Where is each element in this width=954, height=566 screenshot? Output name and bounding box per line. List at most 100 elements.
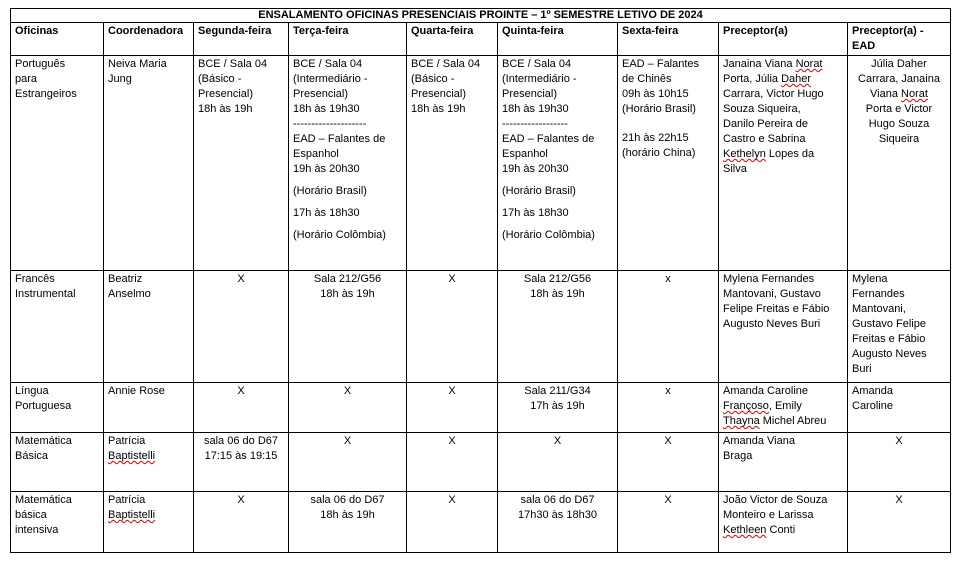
table-row: Francês Instrumental Beatriz Anselmo X Sala 2… (10, 270, 951, 383)
cell-terca-feira: BCE / Sala 04 (Intermediário - Presencial)… (288, 55, 407, 271)
blank-line (622, 124, 714, 131)
blank-line (293, 221, 402, 228)
cell-line: Beatriz (108, 273, 143, 285)
cell-line: Anselmo (108, 288, 151, 300)
cell-line: 19h às 20h30 (293, 163, 360, 175)
misspelled-word: Baptistelli (108, 509, 156, 521)
cell-oficinas: Português para Estrangeiros (10, 55, 104, 271)
cell-line: (Horário Brasil) (293, 185, 367, 197)
cell-line: Mantovani, Gustavo (723, 288, 821, 300)
cell-line: (Básico - (411, 73, 455, 85)
cell-line: Silva (723, 163, 747, 175)
cell-line: Françoso, Emily (723, 400, 802, 412)
misspelled-word: Thayna (723, 415, 760, 427)
blank-line (502, 199, 613, 206)
cell-line: 09h às 10h15 (622, 88, 689, 100)
cell-line: 17:15 às 19:15 (204, 450, 278, 462)
column-header-oficinas: Oficinas (10, 22, 104, 56)
misspelled-word: Baptistelli (108, 450, 156, 462)
cell-terca-feira: Sala 212/G56 18h às 19h (288, 270, 407, 383)
cell-quarta-feira: BCE / Sala 04 (Básico - Presencial) 18h às … (406, 55, 498, 271)
cell-line: Braga (723, 450, 753, 462)
cell-line: Kethleen Conti (723, 524, 796, 536)
cell-quarta-feira: X (406, 491, 498, 553)
cell-line: BCE / Sala 04 (293, 58, 363, 70)
cell-line: X (895, 435, 903, 447)
cell-line: 18h às 19h30 (293, 103, 360, 115)
cell-line: Sala 211/G34 (524, 385, 591, 397)
cell-line: BCE / Sala 04 (411, 58, 481, 70)
cell-line: sala 06 do D67 (204, 435, 278, 447)
cell-line: BCE / Sala 04 (198, 58, 268, 70)
cell-line: ------------------ (502, 118, 568, 130)
misspelled-word: Kethleen (723, 524, 767, 536)
column-header-coordenadora: Coordenadora (103, 22, 194, 56)
cell-line: (Horário Brasil) (622, 103, 696, 115)
cell-quarta-feira: X (406, 432, 498, 492)
cell-line: Neiva Maria (108, 58, 167, 70)
column-header-quarta-feira: Quarta-feira (406, 22, 498, 56)
cell-line: Presencial) (293, 88, 349, 100)
title-row: ENSALAMENTO OFICINAS PRESENCIAIS PROINTE… (10, 8, 951, 23)
cell-oficinas: Matemática básica intensiva (10, 491, 104, 553)
cell-quinta-feira: X (497, 432, 618, 492)
cell-quarta-feira: X (406, 382, 498, 433)
cell-line: Baptistelli (108, 449, 189, 464)
cell-line: (Horário Brasil) (502, 185, 576, 197)
cell-line: Patrícia (108, 435, 146, 447)
cell-line: X (448, 494, 456, 506)
cell-line: Siqueira (878, 133, 920, 145)
cell-line: Viana Norat (870, 88, 928, 100)
cell-line: Língua (15, 385, 49, 397)
cell-line: 17h30 às 18h30 (518, 509, 597, 521)
cell-line: EAD – Falantes de (293, 133, 386, 145)
cell-line: 18h às 19h30 (502, 103, 569, 115)
cell-line: Presencial) (198, 88, 254, 100)
cell-preceptor: Amanda Viana Braga (718, 432, 848, 492)
cell-preceptor: Mylena Fernandes Mantovani, Gustavo Felipe… (718, 270, 848, 383)
cell-quinta-feira: Sala 212/G56 18h às 19h (497, 270, 618, 383)
misspelled-word: Daher (781, 73, 812, 85)
column-header-terca-feira: Terça-feira (288, 22, 407, 56)
cell-line: Hugo Souza (868, 118, 930, 130)
cell-line: Annie Rose (108, 385, 165, 397)
cell-line: Sala 212/G56 (313, 273, 382, 285)
misspelled-word: Norat (795, 58, 823, 70)
cell-line: Porta, Júlia Daher (723, 73, 812, 85)
cell-line: Instrumental (15, 288, 76, 300)
cell-line: Patrícia (108, 494, 146, 506)
cell-line: Augusto Neves Buri (723, 318, 821, 330)
cell-segunda-feira: X (193, 491, 289, 553)
cell-line: 17h às 19h (530, 400, 585, 412)
cell-line: Português (15, 58, 66, 70)
column-header-quinta-feira: Quinta-feira (497, 22, 618, 56)
cell-line: -------------------- (293, 118, 367, 130)
cell-line: (Intermediário - (502, 73, 577, 85)
cell-line: Carrara, Janaina (858, 73, 940, 85)
cell-line: X (237, 494, 245, 506)
cell-preceptor-ead: Mylena Fernandes Mantovani, Gustavo Felipe F… (847, 270, 951, 383)
cell-line: de Chinês (622, 73, 672, 85)
cell-line: Francês (15, 273, 55, 285)
cell-line: EAD – Falantes (622, 58, 700, 70)
cell-line: Amanda Viana (723, 435, 795, 447)
cell-line: 18h às 19h (198, 103, 253, 115)
cell-line: X (448, 385, 456, 397)
cell-segunda-feira: BCE / Sala 04 (Básico - Presencial) 18h às … (193, 55, 289, 271)
cell-line: Básica (15, 450, 49, 462)
cell-line: (Básico - (198, 73, 242, 85)
cell-line: X (448, 273, 456, 285)
cell-terca-feira: X (288, 382, 407, 433)
cell-sexta-feira: x (617, 382, 719, 433)
cell-segunda-feira: X (193, 382, 289, 433)
cell-line: Caroline (852, 400, 893, 412)
cell-line: X (664, 494, 672, 506)
cell-line: Amanda Caroline (723, 385, 808, 397)
cell-line: Freitas e Fábio (852, 333, 926, 345)
header-row: Oficinas Coordenadora Segunda-feira Terça-f… (10, 22, 951, 56)
cell-line: X (664, 435, 672, 447)
cell-quinta-feira: BCE / Sala 04 (Intermediário - Presencial)… (497, 55, 618, 271)
cell-coordenadora: Patrícia Baptistelli (103, 491, 194, 553)
cell-line: Espanhol (293, 148, 339, 160)
cell-line: X (343, 435, 352, 447)
